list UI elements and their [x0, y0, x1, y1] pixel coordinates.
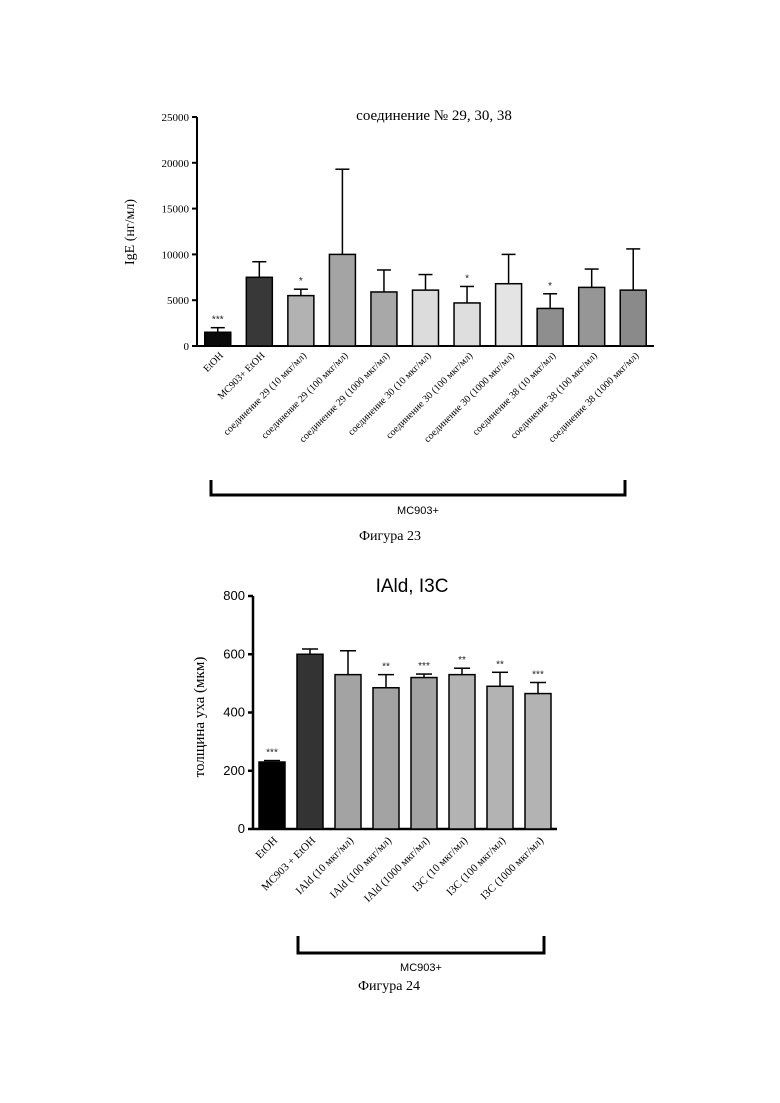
y-tick-label: 400: [223, 705, 245, 720]
chart-ear-thickness: IAld, I3C толщина уха (мкм) 0 200 400 600 80…: [192, 576, 557, 994]
y-tick-label: 800: [223, 588, 245, 603]
significance-marker: **: [496, 659, 504, 670]
bar: [205, 332, 231, 346]
bars: ******: [205, 169, 646, 346]
y-tick-label: 0: [238, 821, 245, 836]
bar: [620, 290, 646, 346]
x-tick-label: соединение 38 (10 мкг/мл): [471, 350, 559, 438]
significance-marker: **: [382, 662, 390, 673]
figure-caption: Фигура 24: [358, 979, 420, 994]
bar: [259, 762, 285, 829]
x-tick-label: соединение 38 (1000 мкг/мл): [547, 350, 642, 445]
significance-marker: ***: [532, 670, 544, 681]
y-axis-label: толщина уха (мкм): [192, 657, 208, 778]
y-tick-label: 5000: [167, 295, 190, 307]
bar: [496, 284, 522, 346]
significance-marker: *: [548, 281, 552, 292]
bar: [297, 654, 323, 829]
bar: [373, 688, 399, 829]
bar: [413, 290, 439, 346]
bracket-label: MC903+: [400, 962, 442, 974]
x-tick-labels: EtOHMC903+ EtOHсоединение 29 (10 мкг/мл)…: [202, 350, 642, 445]
figure-caption: Фигура 23: [359, 529, 421, 544]
significance-marker: *: [465, 273, 469, 284]
x-tick-labels: EtOHMC903 + EtOHIAld (10 мкг/мл)IAld (10…: [253, 834, 546, 904]
x-tick-label: EtOH: [253, 835, 280, 862]
bars: ***************: [259, 649, 551, 829]
bracket-label: MC903+: [397, 505, 439, 517]
significance-marker: ***: [418, 661, 430, 672]
bar: [371, 292, 397, 346]
significance-marker: *: [299, 276, 303, 287]
bar: [329, 254, 355, 346]
group-bracket: [298, 936, 544, 953]
chart-ige: соединение № 29, 30, 38 IgE (нг/мл) 0 500…: [123, 108, 654, 544]
significance-marker: ***: [266, 748, 278, 759]
y-tick-label: 600: [223, 646, 245, 661]
y-axis-label: IgE (нг/мл): [123, 199, 138, 265]
chart-title: соединение № 29, 30, 38: [356, 108, 512, 124]
bar: [288, 296, 314, 346]
y-tick-label: 200: [223, 763, 245, 778]
bar: [246, 277, 272, 346]
y-tick-label: 10000: [162, 249, 190, 261]
bar: [487, 686, 513, 829]
x-tick-label: соединение 29 (100 мкг/мл): [259, 350, 350, 441]
significance-marker: ***: [212, 315, 224, 326]
bar: [454, 303, 480, 346]
x-tick-label: соединение 30 (10 мкг/мл): [346, 350, 434, 438]
x-tick-label: соединение 30 (100 мкг/мл): [384, 350, 475, 441]
y-tick-label: 15000: [162, 204, 190, 216]
x-tick-label: соединение 38 (100 мкг/мл): [509, 350, 600, 441]
bar: [449, 675, 475, 829]
group-bracket: [211, 480, 625, 495]
y-tick-label: 20000: [162, 158, 190, 170]
figure-page: соединение № 29, 30, 38 IgE (нг/мл) 0 500…: [0, 0, 780, 1103]
x-tick-label: соединение 29 (10 мкг/мл): [221, 350, 309, 438]
significance-marker: **: [458, 655, 466, 666]
y-tick-label: 0: [184, 341, 190, 353]
y-tick-label: 25000: [162, 112, 190, 124]
chart-title: IAld, I3C: [376, 576, 449, 597]
bar: [411, 678, 437, 829]
x-tick-label: IAld (1000 мкг/мл): [362, 834, 432, 904]
bar: [579, 287, 605, 346]
bar: [537, 308, 563, 346]
bar: [335, 675, 361, 829]
bar: [525, 694, 551, 829]
x-tick-label: EtOH: [202, 350, 226, 374]
